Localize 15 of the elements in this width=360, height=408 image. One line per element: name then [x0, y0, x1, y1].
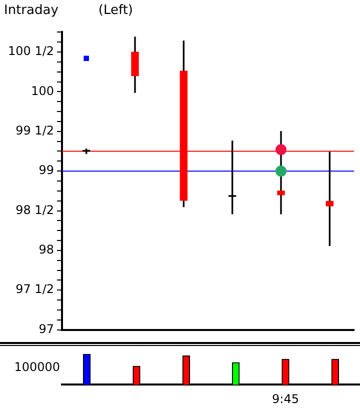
y-tick-label: 98 1/2: [16, 202, 54, 217]
y-tick-label: 97 1/2: [16, 282, 54, 296]
y-tick-label: 99: [38, 163, 54, 178]
text: 100000: [14, 360, 60, 374]
y-tick-label: 100: [31, 84, 54, 98]
y-tick-label: 100 1/2: [8, 44, 54, 58]
x-tick-label: 9:45: [272, 392, 299, 406]
point: [276, 144, 286, 156]
y-tick-label: 97: [38, 322, 54, 336]
point: [84, 56, 89, 62]
chart-subtitle: (Left): [98, 3, 134, 18]
y-tick-label: 98: [38, 242, 54, 257]
chart-title: Intraday: [4, 3, 58, 18]
point: [276, 166, 286, 177]
y-tick-label: 99 1/2: [16, 124, 54, 138]
